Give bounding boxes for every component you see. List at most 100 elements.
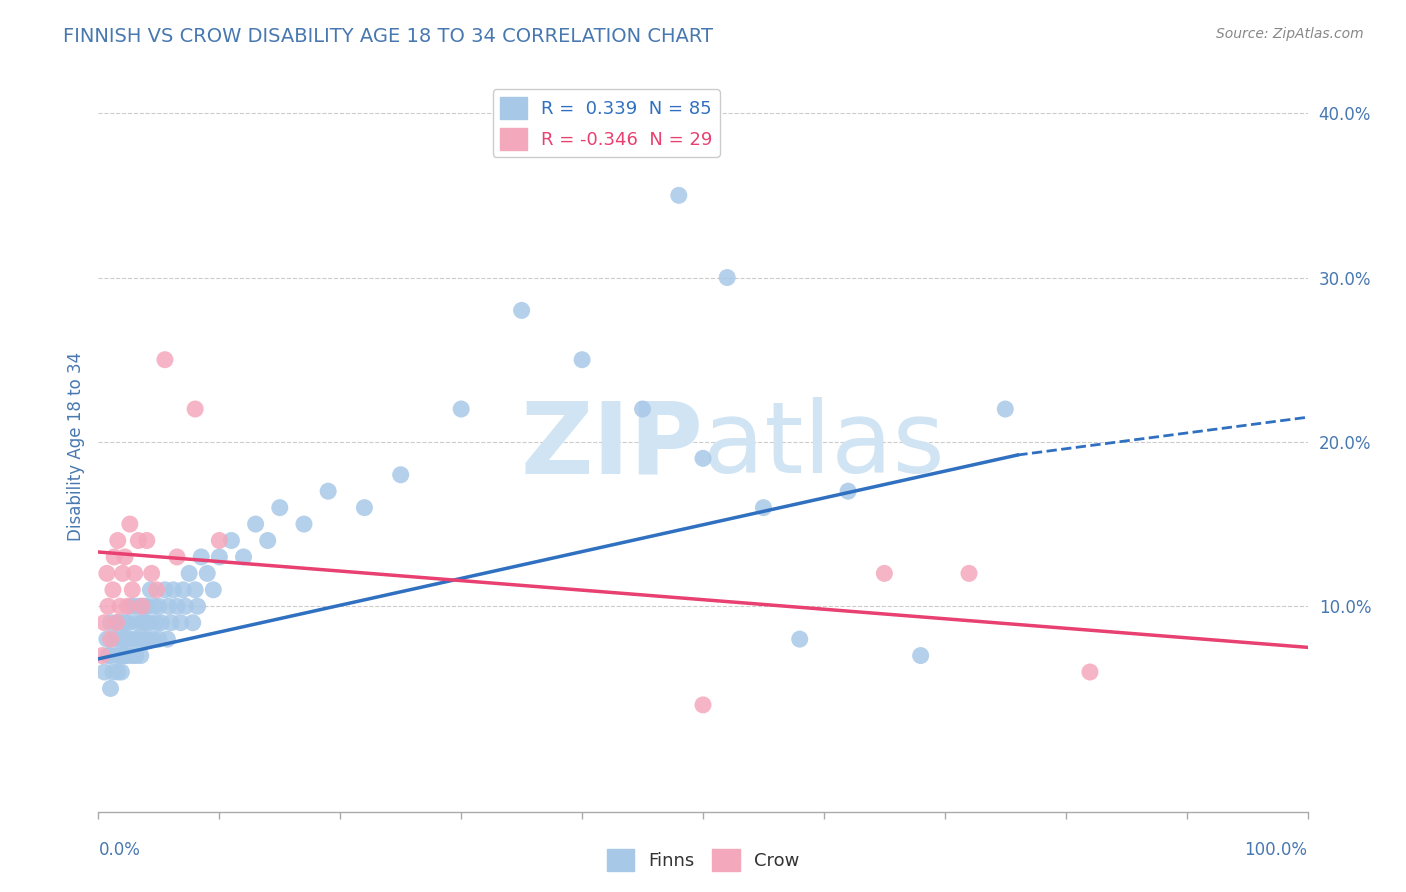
Text: 100.0%: 100.0%	[1244, 841, 1308, 859]
Point	[910, 648, 932, 663]
Point	[156, 632, 179, 647]
Point	[631, 402, 654, 417]
Point	[184, 402, 207, 417]
Point	[97, 599, 120, 614]
Point	[105, 615, 128, 630]
Point	[127, 615, 149, 630]
Point	[139, 582, 162, 597]
Point	[114, 648, 136, 663]
Point	[93, 665, 115, 679]
Point	[100, 681, 122, 696]
Point	[131, 599, 153, 614]
Point	[108, 632, 131, 647]
Point	[692, 698, 714, 712]
Point	[148, 599, 170, 614]
Point	[124, 599, 146, 614]
Point	[91, 648, 114, 663]
Point	[110, 665, 132, 679]
Point	[169, 615, 191, 630]
Point	[202, 582, 225, 597]
Point	[135, 615, 157, 630]
Point	[125, 648, 148, 663]
Point	[716, 270, 738, 285]
Point	[450, 402, 472, 417]
Point	[138, 615, 160, 630]
Legend: R =  0.339  N = 85, R = -0.346  N = 29: R = 0.339 N = 85, R = -0.346 N = 29	[492, 89, 720, 157]
Text: 0.0%: 0.0%	[98, 841, 141, 859]
Point	[105, 615, 128, 630]
Point	[269, 500, 291, 515]
Point	[187, 599, 209, 614]
Point	[100, 632, 122, 647]
Point	[111, 615, 134, 630]
Point	[389, 467, 412, 482]
Point	[245, 517, 267, 532]
Point	[101, 665, 124, 679]
Point	[184, 582, 207, 597]
Point	[100, 648, 122, 663]
Point	[129, 648, 152, 663]
Point	[153, 582, 176, 597]
Point	[105, 648, 128, 663]
Point	[190, 549, 212, 564]
Point	[124, 632, 146, 647]
Point	[150, 615, 173, 630]
Point	[256, 533, 278, 548]
Point	[108, 615, 131, 630]
Y-axis label: Disability Age 18 to 34: Disability Age 18 to 34	[66, 351, 84, 541]
Point	[103, 632, 125, 647]
Point	[112, 632, 135, 647]
Point	[118, 517, 141, 532]
Point	[172, 582, 194, 597]
Point	[127, 632, 149, 647]
Text: atlas: atlas	[703, 398, 945, 494]
Point	[127, 533, 149, 548]
Point	[571, 352, 593, 367]
Point	[115, 632, 138, 647]
Point	[135, 599, 157, 614]
Point	[108, 599, 131, 614]
Point	[111, 648, 134, 663]
Point	[108, 648, 131, 663]
Point	[111, 566, 134, 581]
Point	[101, 582, 124, 597]
Point	[97, 648, 120, 663]
Point	[107, 533, 129, 548]
Point	[692, 451, 714, 466]
Point	[114, 615, 136, 630]
Text: Source: ZipAtlas.com: Source: ZipAtlas.com	[1216, 27, 1364, 41]
Point	[160, 615, 183, 630]
Point	[93, 615, 115, 630]
Point	[157, 599, 180, 614]
Point	[114, 549, 136, 564]
Point	[143, 599, 166, 614]
Point	[103, 549, 125, 564]
Point	[221, 533, 243, 548]
Point	[994, 402, 1017, 417]
Point	[145, 615, 167, 630]
Point	[131, 615, 153, 630]
Point	[179, 566, 201, 581]
Point	[96, 632, 118, 647]
Point	[132, 632, 155, 647]
Point	[353, 500, 375, 515]
Point	[121, 648, 143, 663]
Point	[174, 599, 197, 614]
Point	[118, 615, 141, 630]
Point	[789, 632, 811, 647]
Point	[117, 599, 139, 614]
Point	[292, 517, 315, 532]
Point	[120, 599, 142, 614]
Point	[166, 549, 188, 564]
Point	[124, 566, 146, 581]
Point	[668, 188, 690, 202]
Point	[118, 632, 141, 647]
Point	[128, 599, 150, 614]
Point	[153, 352, 176, 367]
Point	[141, 566, 163, 581]
Point	[145, 582, 167, 597]
Point	[100, 615, 122, 630]
Point	[873, 566, 896, 581]
Point	[510, 303, 533, 318]
Point	[208, 533, 231, 548]
